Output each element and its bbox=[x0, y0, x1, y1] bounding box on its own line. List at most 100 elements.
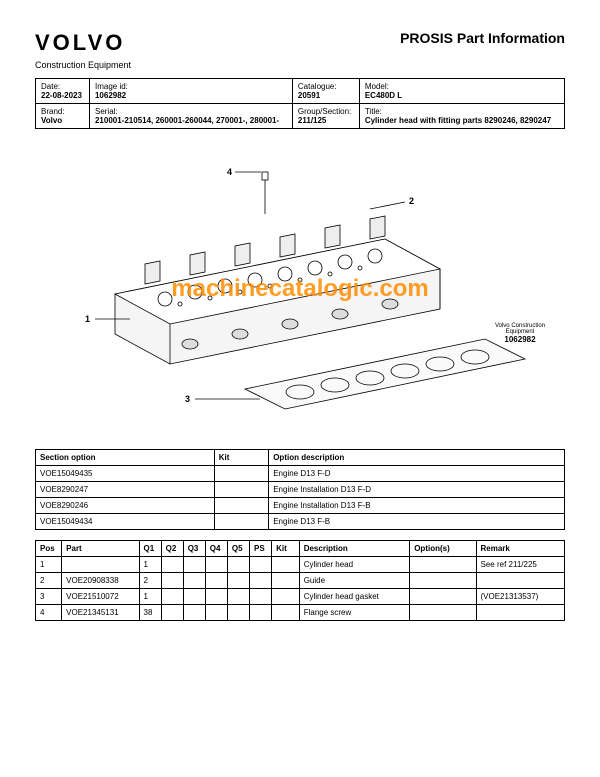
parts-row: 3VOE215100721 Cylinder head gasket (VOE213… bbox=[36, 589, 565, 605]
options-table: Section option Kit Option description VO… bbox=[35, 449, 565, 530]
parts-header-q5: Q5 bbox=[227, 541, 249, 557]
parts-header-rem: Remark bbox=[476, 541, 565, 557]
parts-cell-options bbox=[410, 589, 476, 605]
parts-cell-q5 bbox=[227, 573, 249, 589]
group-value: 211/125 bbox=[298, 116, 326, 125]
info-table: Date: 22-08-2023 Image id: 1062982 Catal… bbox=[35, 78, 565, 129]
parts-cell-kit bbox=[272, 589, 300, 605]
parts-cell-pos: 2 bbox=[36, 573, 62, 589]
parts-cell-q2 bbox=[161, 557, 183, 573]
options-cell-option_description: Engine Installation D13 F-B bbox=[269, 498, 565, 514]
parts-cell-description: Guide bbox=[299, 573, 410, 589]
parts-cell-options bbox=[410, 573, 476, 589]
options-cell-section_option: VOE15049435 bbox=[36, 466, 215, 482]
parts-table: Pos Part Q1 Q2 Q3 Q4 Q5 PS Kit Descripti… bbox=[35, 540, 565, 621]
group-cell: Group/Section: 211/125 bbox=[292, 104, 359, 129]
parts-header-q1: Q1 bbox=[139, 541, 161, 557]
parts-header-desc: Description bbox=[299, 541, 410, 557]
parts-header-ps: PS bbox=[249, 541, 271, 557]
options-cell-section_option: VOE8290246 bbox=[36, 498, 215, 514]
parts-cell-kit bbox=[272, 557, 300, 573]
parts-cell-q2 bbox=[161, 605, 183, 621]
date-cell: Date: 22-08-2023 bbox=[36, 79, 90, 104]
page-header: VOLVO PROSIS Part Information bbox=[35, 30, 565, 56]
group-label: Group/Section: bbox=[298, 107, 351, 116]
parts-cell-q3 bbox=[183, 573, 205, 589]
options-cell-section_option: VOE8290247 bbox=[36, 482, 215, 498]
options-cell-option_description: Engine Installation D13 F-D bbox=[269, 482, 565, 498]
parts-header-q3: Q3 bbox=[183, 541, 205, 557]
parts-cell-q3 bbox=[183, 605, 205, 621]
parts-cell-remark: (VOE21313537) bbox=[476, 589, 565, 605]
parts-cell-kit bbox=[272, 605, 300, 621]
catalogue-cell: Catalogue: 20591 bbox=[292, 79, 359, 104]
parts-cell-kit bbox=[272, 573, 300, 589]
serial-cell: Serial: 210001-210514, 260001-260044, 27… bbox=[89, 104, 292, 129]
parts-cell-remark bbox=[476, 605, 565, 621]
title-label: Title: bbox=[365, 107, 382, 116]
page-title: PROSIS Part Information bbox=[400, 30, 565, 46]
caption-number: 1062982 bbox=[495, 335, 545, 344]
brand-value: Volvo bbox=[41, 116, 62, 125]
parts-cell-remark: See ref 211/225 bbox=[476, 557, 565, 573]
parts-header-q4: Q4 bbox=[205, 541, 227, 557]
title-value: Cylinder head with fitting parts 8290246… bbox=[365, 116, 551, 125]
parts-header-kit: Kit bbox=[272, 541, 300, 557]
parts-header-part: Part bbox=[62, 541, 139, 557]
parts-cell-options bbox=[410, 605, 476, 621]
parts-cell-q2 bbox=[161, 573, 183, 589]
parts-header-pos: Pos bbox=[36, 541, 62, 557]
parts-cell-description: Cylinder head bbox=[299, 557, 410, 573]
parts-cell-q3 bbox=[183, 589, 205, 605]
image-id-value: 1062982 bbox=[95, 91, 126, 100]
options-cell-option_description: Engine D13 F-B bbox=[269, 514, 565, 530]
callout-1: 1 bbox=[85, 314, 90, 324]
options-header-desc: Option description bbox=[269, 450, 565, 466]
date-label: Date: bbox=[41, 82, 60, 91]
catalogue-value: 20591 bbox=[298, 91, 320, 100]
parts-cell-q4 bbox=[205, 573, 227, 589]
parts-cell-description: Cylinder head gasket bbox=[299, 589, 410, 605]
parts-cell-pos: 3 bbox=[36, 589, 62, 605]
callout-2: 2 bbox=[409, 196, 414, 206]
parts-cell-q4 bbox=[205, 557, 227, 573]
model-value: EC480D L bbox=[365, 91, 402, 100]
parts-cell-part: VOE20908338 bbox=[62, 573, 139, 589]
model-cell: Model: EC480D L bbox=[359, 79, 564, 104]
options-row: VOE8290247 Engine Installation D13 F-D bbox=[36, 482, 565, 498]
parts-header-q2: Q2 bbox=[161, 541, 183, 557]
parts-cell-q5 bbox=[227, 557, 249, 573]
parts-header-opt: Option(s) bbox=[410, 541, 476, 557]
parts-cell-part: VOE21510072 bbox=[62, 589, 139, 605]
options-cell-kit bbox=[214, 498, 268, 514]
options-cell-section_option: VOE15049434 bbox=[36, 514, 215, 530]
parts-row: 2VOE209083382Guide bbox=[36, 573, 565, 589]
parts-cell-q4 bbox=[205, 589, 227, 605]
parts-cell-q4 bbox=[205, 605, 227, 621]
parts-cell-q5 bbox=[227, 605, 249, 621]
parts-cell-description: Flange screw bbox=[299, 605, 410, 621]
diagram-area: 4 2 1 3 machinecatalogic.com Volvo Const… bbox=[35, 144, 565, 434]
callout-4: 4 bbox=[227, 167, 232, 177]
catalogue-label: Catalogue: bbox=[298, 82, 337, 91]
parts-cell-options bbox=[410, 557, 476, 573]
serial-value: 210001-210514, 260001-260044, 270001-, 2… bbox=[95, 116, 279, 125]
volvo-logo: VOLVO bbox=[35, 30, 125, 56]
parts-cell-part: VOE21345131 bbox=[62, 605, 139, 621]
date-value: 22-08-2023 bbox=[41, 91, 82, 100]
cylinder-head-diagram: 4 2 1 3 bbox=[35, 144, 565, 434]
parts-cell-q1: 1 bbox=[139, 557, 161, 573]
parts-cell-pos: 1 bbox=[36, 557, 62, 573]
subtitle: Construction Equipment bbox=[35, 60, 565, 70]
parts-cell-q1: 38 bbox=[139, 605, 161, 621]
parts-cell-pos: 4 bbox=[36, 605, 62, 621]
brand-cell: Brand: Volvo bbox=[36, 104, 90, 129]
parts-cell-ps bbox=[249, 573, 271, 589]
options-cell-kit bbox=[214, 466, 268, 482]
callout-3: 3 bbox=[185, 394, 190, 404]
image-id-cell: Image id: 1062982 bbox=[89, 79, 292, 104]
image-id-label: Image id: bbox=[95, 82, 128, 91]
parts-cell-q1: 1 bbox=[139, 589, 161, 605]
options-row: VOE15049435Engine D13 F-D bbox=[36, 466, 565, 482]
serial-label: Serial: bbox=[95, 107, 118, 116]
